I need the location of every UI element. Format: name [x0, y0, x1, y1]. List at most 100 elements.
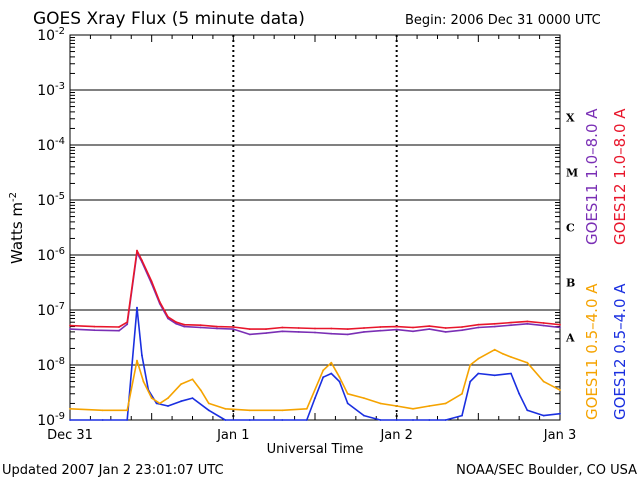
- data-point: [559, 412, 561, 415]
- data-point: [69, 328, 71, 330]
- flare-class-a: A: [565, 332, 575, 345]
- data-point: [141, 354, 143, 357]
- data-point: [248, 419, 251, 421]
- flare-class-x: X: [566, 112, 575, 125]
- data-point: [150, 397, 153, 399]
- data-point: [510, 372, 512, 375]
- data-point: [155, 402, 158, 405]
- data-point: [469, 364, 472, 366]
- data-point: [142, 380, 145, 383]
- y-tick-label: 10-6: [37, 246, 65, 264]
- data-point: [101, 409, 104, 412]
- data-point: [191, 378, 194, 381]
- data-point: [559, 326, 561, 329]
- data-point: [136, 249, 138, 252]
- data-point: [216, 325, 218, 328]
- data-point: [363, 414, 365, 417]
- data-point: [526, 320, 529, 323]
- data-point: [444, 402, 447, 405]
- data-point: [69, 324, 71, 327]
- data-point: [224, 407, 227, 410]
- data-point: [346, 333, 349, 336]
- data-point: [428, 325, 431, 327]
- data-point: [158, 301, 161, 303]
- y-tick-label: 10-4: [37, 136, 65, 154]
- data-point: [93, 329, 96, 332]
- data-point: [412, 419, 414, 421]
- data-point: [346, 328, 349, 330]
- data-point: [542, 322, 545, 324]
- data-point: [493, 374, 496, 377]
- y-tick-label: 10-7: [37, 301, 65, 319]
- data-point: [322, 369, 325, 372]
- data-point: [158, 402, 161, 405]
- data-point: [281, 419, 284, 421]
- y-axis-label: Watts m-2: [8, 192, 26, 264]
- y-tick-label: 10-3: [37, 81, 65, 99]
- data-point: [346, 402, 349, 405]
- legend-entry: GOES12 0.5–4.0 A: [611, 283, 629, 420]
- data-point: [363, 327, 365, 329]
- data-point: [477, 326, 480, 329]
- data-point: [265, 332, 267, 334]
- data-point: [493, 322, 496, 325]
- data-point: [314, 397, 316, 399]
- data-point: [69, 407, 71, 410]
- data-point: [167, 397, 169, 399]
- y-tick-label: 10-5: [37, 191, 65, 209]
- data-point: [330, 332, 333, 335]
- data-point: [542, 324, 545, 327]
- chart-title: GOES Xray Flux (5 minute data): [33, 9, 305, 29]
- data-point: [330, 361, 333, 364]
- gridlines: [70, 35, 560, 420]
- data-point: [69, 419, 71, 421]
- flare-class-c: C: [566, 222, 575, 235]
- data-point: [126, 409, 129, 412]
- data-point: [395, 325, 398, 328]
- data-point: [461, 392, 463, 395]
- data-point: [428, 405, 431, 407]
- legend-entry: GOES12 1.0–8.0 A: [611, 108, 629, 245]
- data-point: [477, 323, 480, 326]
- data-point: [150, 280, 153, 283]
- data-point: [281, 409, 284, 412]
- data-point: [126, 323, 129, 326]
- data-point: [559, 389, 561, 391]
- data-point: [305, 407, 308, 410]
- data-point: [526, 361, 529, 364]
- data-point: [175, 321, 178, 324]
- data-point: [101, 419, 104, 421]
- data-point: [126, 321, 129, 324]
- svg-text:Watts m-2: Watts m-2: [8, 192, 26, 264]
- data-point: [136, 359, 138, 362]
- data-point: [180, 400, 183, 403]
- data-point: [526, 322, 529, 325]
- data-point: [167, 405, 169, 407]
- series-lines: [69, 249, 561, 421]
- data-point: [428, 328, 431, 330]
- data-point: [518, 392, 521, 395]
- series-goes11-long: [69, 251, 561, 336]
- begin-label: Begin: 2006 Dec 31 0000 UTC: [405, 13, 601, 28]
- data-point: [363, 397, 365, 399]
- legend: GOES11 1.0–8.0 A GOES12 1.0–8.0 A GOES11 0…: [583, 108, 629, 420]
- data-point: [199, 326, 202, 329]
- data-point: [477, 357, 480, 360]
- credit-label: NOAA/SEC Boulder, CO USA: [456, 463, 637, 478]
- data-point: [444, 419, 447, 421]
- data-point: [526, 409, 529, 412]
- data-point: [322, 376, 325, 379]
- data-point: [183, 323, 186, 326]
- data-point: [542, 414, 545, 417]
- flare-class-labels: X M C B A: [565, 112, 578, 345]
- data-point: [444, 327, 447, 329]
- data-point: [183, 325, 186, 328]
- data-point: [126, 419, 129, 421]
- data-point: [216, 327, 218, 330]
- updated-timestamp: Updated 2007 Jan 2 23:01:07 UTC: [2, 463, 224, 478]
- data-point: [428, 419, 431, 421]
- data-point: [395, 405, 398, 407]
- plot-area: [69, 34, 561, 421]
- legend-entry: GOES11 1.0–8.0 A: [583, 108, 601, 245]
